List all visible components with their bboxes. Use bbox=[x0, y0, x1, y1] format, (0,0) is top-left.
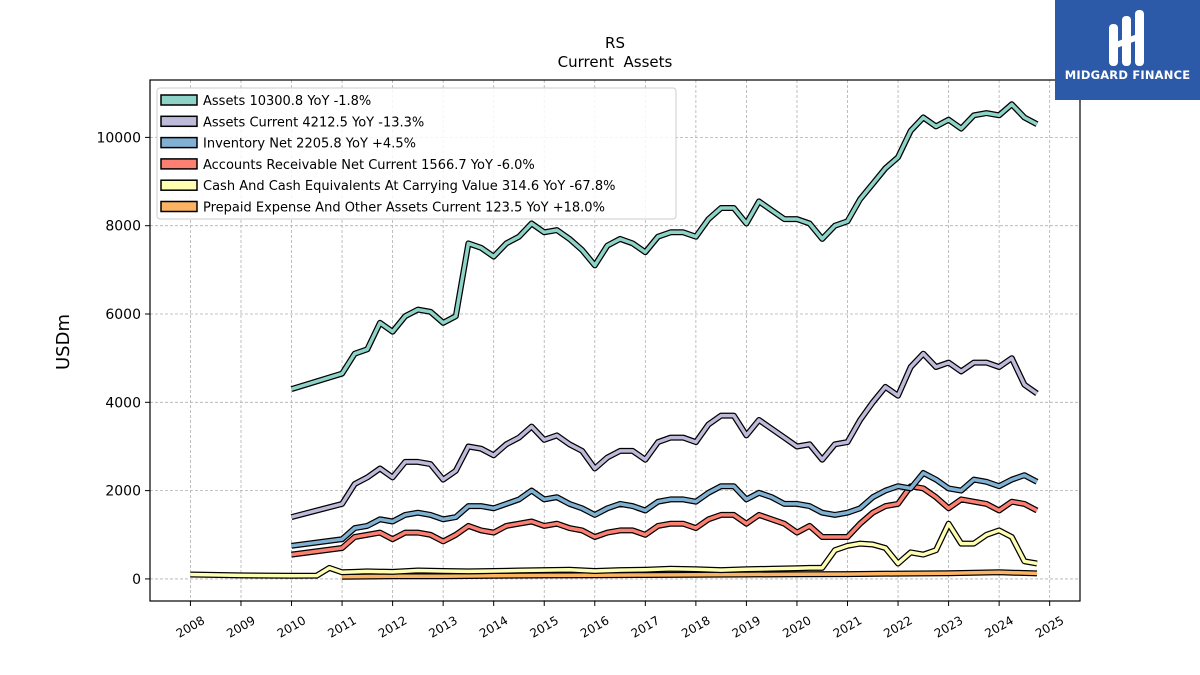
series-line-5 bbox=[190, 520, 1038, 579]
series-stroke bbox=[291, 484, 1038, 557]
x-tick-label: 2015 bbox=[528, 613, 561, 640]
x-tick-label: 2017 bbox=[629, 613, 662, 640]
brand-logo: MIDGARD FINANCE bbox=[1055, 0, 1200, 100]
series-stroke bbox=[291, 351, 1039, 519]
midgard-logo-icon bbox=[1109, 10, 1144, 66]
legend-box bbox=[156, 87, 677, 220]
series-stroke bbox=[342, 570, 1038, 579]
x-tick-label: 2013 bbox=[426, 613, 459, 640]
y-tick-label: 2000 bbox=[105, 484, 141, 500]
legend: Assets 10300.8 YoY -1.8% Assets Current 4… bbox=[156, 87, 677, 220]
y-axis-label: USDm bbox=[53, 314, 74, 370]
series-line-2 bbox=[290, 350, 1039, 521]
x-tick-label: 2022 bbox=[881, 613, 914, 640]
chart-title: RS bbox=[605, 34, 625, 52]
legend-label: Accounts Receivable Net Current 1566.7 Y… bbox=[203, 158, 535, 173]
legend-swatch bbox=[160, 179, 198, 191]
legend-swatch bbox=[160, 136, 198, 149]
x-tick-label: 2011 bbox=[325, 613, 358, 640]
series-line-4 bbox=[291, 483, 1039, 558]
legend-label: Assets Current 4212.5 YoY -13.3% bbox=[203, 115, 424, 130]
x-tick-label: 2008 bbox=[174, 613, 207, 640]
x-tick-label: 2021 bbox=[831, 613, 864, 640]
x-tick-label: 2023 bbox=[932, 613, 965, 640]
series-stroke bbox=[290, 102, 1038, 391]
y-tick-label: 0 bbox=[132, 572, 141, 588]
series-stroke bbox=[291, 471, 1038, 548]
legend-label: Inventory Net 2205.8 YoY +4.5% bbox=[203, 137, 416, 152]
y-tick-label: 10000 bbox=[96, 130, 141, 146]
plot-frame bbox=[149, 79, 1081, 602]
legend-entry: Cash And Cash Equivalents At Carrying Va… bbox=[160, 179, 615, 194]
legend-entry: Accounts Receivable Net Current 1566.7 Y… bbox=[160, 158, 535, 173]
legend-label: Assets 10300.8 YoY -1.8% bbox=[203, 94, 371, 109]
legend-swatch bbox=[160, 158, 198, 170]
chart-subtitle: Current Assets bbox=[558, 53, 673, 71]
x-tick-label: 2020 bbox=[780, 613, 813, 640]
x-tick-label: 2012 bbox=[376, 613, 409, 640]
legend-entry: Assets 10300.8 YoY -1.8% bbox=[160, 94, 371, 109]
x-tick-label: 2019 bbox=[730, 613, 763, 640]
x-tick-label: 2025 bbox=[1033, 613, 1066, 640]
y-tick-label: 4000 bbox=[105, 395, 141, 411]
legend-swatch bbox=[160, 200, 198, 213]
series-outline bbox=[291, 483, 1039, 558]
legend-label: Cash And Cash Equivalents At Carrying Va… bbox=[203, 179, 615, 194]
series-line-1 bbox=[290, 101, 1039, 392]
x-tick-label: 2016 bbox=[578, 613, 611, 640]
legend-entry: Assets Current 4212.5 YoY -13.3% bbox=[160, 115, 424, 130]
legend-swatch bbox=[160, 115, 198, 128]
x-tick-label: 2010 bbox=[275, 613, 308, 640]
legend-entry: Prepaid Expense And Other Assets Current… bbox=[160, 200, 605, 216]
legend-label: Prepaid Expense And Other Assets Current… bbox=[203, 201, 605, 216]
y-tick-label: 6000 bbox=[105, 307, 141, 323]
series-stroke bbox=[190, 521, 1038, 578]
legend-entry: Inventory Net 2205.8 YoY +4.5% bbox=[160, 136, 416, 152]
x-tick-label: 2024 bbox=[982, 613, 1015, 640]
x-tick-label: 2014 bbox=[477, 613, 510, 640]
series-line-6 bbox=[342, 569, 1038, 580]
legend-swatch bbox=[160, 94, 198, 106]
y-tick-label: 8000 bbox=[105, 219, 141, 235]
x-tick-label: 2018 bbox=[679, 613, 712, 640]
series-line-3 bbox=[291, 470, 1039, 549]
x-tick-label: 2009 bbox=[224, 613, 257, 640]
brand-name: MIDGARD FINANCE bbox=[1064, 68, 1191, 82]
